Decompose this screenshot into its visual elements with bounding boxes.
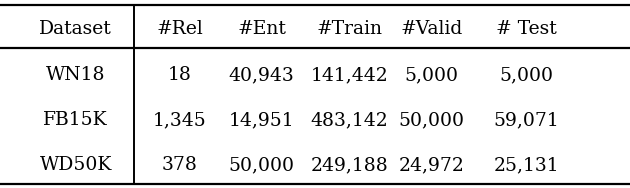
Text: 14,951: 14,951 (229, 111, 294, 129)
Text: Dataset: Dataset (39, 20, 112, 38)
Text: 50,000: 50,000 (229, 156, 294, 174)
Text: 249,188: 249,188 (311, 156, 389, 174)
Text: 50,000: 50,000 (399, 111, 464, 129)
Text: 5,000: 5,000 (499, 66, 553, 84)
Text: #Train: #Train (317, 20, 382, 38)
Text: FB15K: FB15K (43, 111, 108, 129)
Text: 24,972: 24,972 (399, 156, 464, 174)
Text: 25,131: 25,131 (493, 156, 559, 174)
Text: 5,000: 5,000 (404, 66, 459, 84)
Text: 1,345: 1,345 (152, 111, 207, 129)
Text: 483,142: 483,142 (311, 111, 389, 129)
Text: #Ent: #Ent (237, 20, 286, 38)
Text: 40,943: 40,943 (229, 66, 294, 84)
Text: # Test: # Test (496, 20, 556, 38)
Text: 59,071: 59,071 (493, 111, 559, 129)
Text: 141,442: 141,442 (311, 66, 389, 84)
Text: 378: 378 (162, 156, 197, 174)
Text: #Rel: #Rel (156, 20, 203, 38)
Text: #Valid: #Valid (401, 20, 462, 38)
Text: 18: 18 (168, 66, 192, 84)
Text: WD50K: WD50K (40, 156, 112, 174)
Text: WN18: WN18 (46, 66, 105, 84)
